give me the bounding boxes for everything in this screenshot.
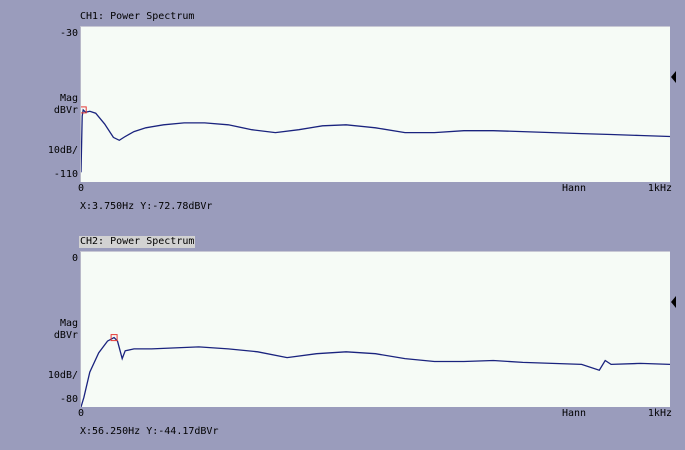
- ch1-cursor-readout: X:3.750Hz Y:-72.78dBVr: [80, 201, 213, 212]
- ch1-panel: CH1: Power Spectrum -30 Mag dBVr 10dB/ -…: [47, 11, 676, 212]
- ch1-cursor-marker[interactable]: [81, 106, 87, 114]
- ch1-title[interactable]: CH1: Power Spectrum: [80, 11, 195, 22]
- ch2-panel: CH2: Power Spectrum 0 Mag dBVr 10dB/ -80…: [0, 225, 685, 450]
- ch2-title[interactable]: CH2: Power Spectrum: [79, 236, 196, 248]
- ch1-spectrum-trace: [81, 108, 670, 173]
- ch1-x-end-label: 1kHz: [647, 183, 672, 194]
- ch2-spectrum-chart: [81, 334, 670, 407]
- ch2-plot-area[interactable]: [80, 251, 670, 407]
- ch2-cursor-marker[interactable]: [110, 334, 118, 342]
- ch1-spectrum-chart: [81, 106, 670, 173]
- ch2-y-unit-label: dBVr: [53, 330, 78, 341]
- ch2-spectrum-trace: [81, 336, 670, 407]
- ch2-window-label: Hann: [562, 408, 587, 419]
- ch2-x-end-label: 1kHz: [647, 408, 672, 419]
- ch2-y-bottom-label: -80: [59, 394, 78, 405]
- ch2-y-top-label: 0: [71, 253, 78, 264]
- ch2-x-start-label: 0: [78, 408, 85, 419]
- ch1-reference-marker-icon[interactable]: [671, 71, 676, 83]
- ch1-y-bottom-label: -110: [53, 169, 78, 180]
- ch1-y-mag-label: Mag: [59, 93, 78, 104]
- ch1-x-start-label: 0: [78, 183, 85, 194]
- ch2-y-scale-label: 10dB/: [47, 370, 78, 381]
- ch2-y-mag-label: Mag: [59, 318, 78, 329]
- ch1-y-unit-label: dBVr: [53, 105, 78, 116]
- ch1-y-top-label: -30: [59, 28, 78, 39]
- ch2-cursor-readout: X:56.250Hz Y:-44.17dBVr: [80, 426, 219, 437]
- ch1-y-scale-label: 10dB/: [47, 145, 78, 156]
- ch2-reference-marker-icon[interactable]: [671, 296, 676, 308]
- ch1-plot-area[interactable]: [80, 26, 670, 182]
- ch1-window-label: Hann: [562, 183, 587, 194]
